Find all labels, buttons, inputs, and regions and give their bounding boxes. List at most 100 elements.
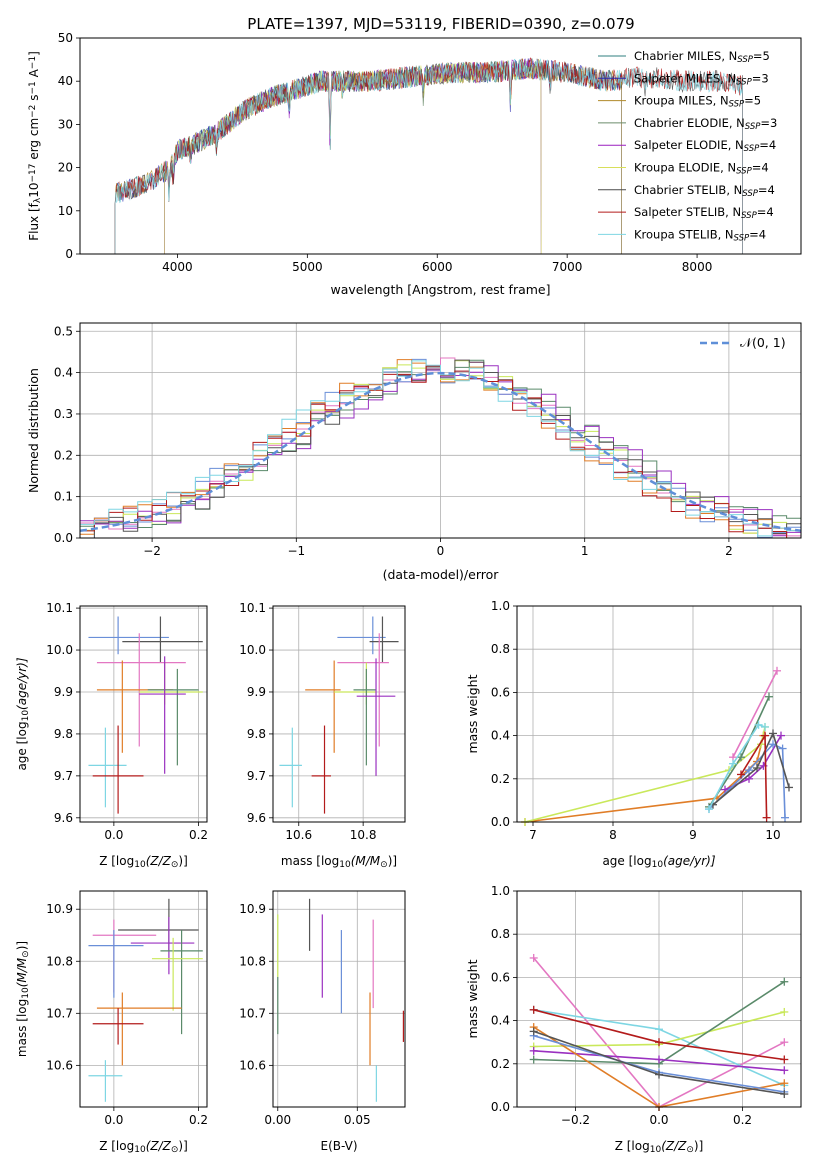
mw_vs_age-xlabel-part: age [log bbox=[602, 854, 651, 868]
y-tick-label: 0.0 bbox=[491, 1100, 510, 1114]
y-tick-label: 0.5 bbox=[54, 324, 73, 338]
mass_vs_EBV-axes: 0.00 0.05 10.6 10.7 10.8 10.9 bbox=[239, 890, 406, 1127]
spectrum-ylabel-part: λ bbox=[33, 197, 43, 203]
mw_vs_Z-axes: −0.2 0.0 0.2 0.0 0.2 0.4 0.6 0.8 1.0 bbox=[491, 884, 802, 1127]
legend-entry-part: Kroupa STELIB, N bbox=[634, 227, 734, 241]
y-tick-label: 1.0 bbox=[491, 599, 510, 613]
mw_vs_age-xlabel-part: 10 bbox=[652, 860, 664, 870]
y-tick-label: 9.6 bbox=[54, 811, 73, 825]
series-line bbox=[732, 670, 778, 758]
y-tick-label: 0.1 bbox=[54, 490, 73, 504]
y-tick-label: 0.0 bbox=[54, 531, 73, 545]
x-tick-label: −1 bbox=[287, 544, 305, 558]
mw_vs_Z-xlabel: Z [log10(Z/Z⊙)] bbox=[615, 1139, 704, 1155]
x-tick-label: 8000 bbox=[682, 260, 713, 274]
mass_vs_Z-xlabel-part: Z [log bbox=[99, 1139, 134, 1153]
data-point bbox=[305, 660, 341, 753]
data-point bbox=[311, 725, 331, 814]
series-marker bbox=[745, 766, 753, 775]
mass_vs_Z-xlabel-part: (Z/Z bbox=[146, 1139, 172, 1153]
series-marker bbox=[729, 759, 737, 768]
y-tick-label: 9.9 bbox=[247, 685, 266, 699]
series-marker bbox=[655, 1025, 663, 1034]
x-tick-label: 0.2 bbox=[189, 1113, 208, 1127]
age_vs_Z-xlabel-part: )] bbox=[178, 854, 187, 868]
age_vs_mass-points bbox=[279, 616, 399, 814]
y-tick-label: 0.2 bbox=[54, 448, 73, 462]
mw_vs_Z-xlabel-part: 10 bbox=[650, 1145, 662, 1155]
data-point bbox=[88, 930, 144, 998]
age_vs_Z-ylabel-part: (age/yr)] bbox=[15, 657, 29, 710]
series-marker bbox=[721, 785, 729, 794]
data-point bbox=[369, 616, 399, 663]
legend-entry-part: =3 bbox=[760, 116, 777, 130]
legend-entry-part: =4 bbox=[749, 227, 766, 241]
mass_vs_Z-grid bbox=[80, 891, 207, 1107]
series-marker bbox=[754, 720, 763, 729]
x-tick-label: 0.05 bbox=[344, 1113, 371, 1127]
spectrum-ticks: 4000 5000 6000 7000 8000 0 10 20 30 40 50 bbox=[58, 31, 713, 274]
y-tick-label: 0 bbox=[65, 247, 73, 261]
legend-entry-part: Salpeter MILES, N bbox=[634, 71, 736, 85]
mass_vs_EBV-points bbox=[277, 898, 405, 1102]
mass_vs_Z-frame bbox=[79, 890, 208, 1108]
age_vs_Z-ylabel-part: age [log bbox=[15, 721, 29, 770]
spectrum-ylabel-part: −1 bbox=[28, 56, 38, 69]
y-tick-label: 9.7 bbox=[54, 769, 73, 783]
age_vs_Z-points bbox=[88, 616, 203, 814]
plots-layer: 4000 5000 6000 7000 800001020304050Chabrier … bbox=[15, 31, 802, 1155]
legend-entry-part: Chabrier STELIB, N bbox=[634, 183, 742, 197]
mw_vs_Z-xlabel-part: Z [log bbox=[615, 1139, 650, 1153]
legend-entry-part: SSP bbox=[737, 55, 753, 65]
y-tick-label: 10.1 bbox=[239, 601, 266, 615]
mw_vs_Z-xlabel-part: (Z/Z bbox=[661, 1139, 687, 1153]
mass_vs_Z-points bbox=[88, 898, 203, 1102]
series-marker bbox=[753, 764, 761, 772]
y-tick-label: 0.6 bbox=[491, 685, 510, 699]
histogram-step bbox=[80, 360, 801, 538]
y-tick-label: 9.8 bbox=[247, 727, 266, 741]
x-tick-label: 10.6 bbox=[285, 828, 312, 842]
legend-entry-part: Kroupa ELODIE, N bbox=[634, 161, 736, 175]
y-tick-label: 10.7 bbox=[239, 1006, 266, 1020]
data-point bbox=[88, 1060, 123, 1102]
mass_vs_Z-xlabel-part: ⊙ bbox=[171, 1145, 179, 1155]
mw_vs_Z-ticks: −0.2 0.0 0.2 0.0 0.2 0.4 0.6 0.8 1.0 bbox=[491, 884, 752, 1127]
mass_vs_Z-xlabel: Z [log10(Z/Z⊙)] bbox=[99, 1139, 188, 1155]
x-tick-label: 0.0 bbox=[649, 1113, 668, 1127]
data-point bbox=[334, 662, 377, 705]
y-tick-label: 50 bbox=[58, 31, 73, 45]
y-tick-label: 10.0 bbox=[239, 643, 266, 657]
y-tick-label: 10.7 bbox=[46, 1006, 73, 1020]
series-marker bbox=[655, 1038, 663, 1047]
series-line bbox=[708, 723, 766, 810]
x-tick-label: 5000 bbox=[292, 260, 323, 274]
x-tick-label: 6000 bbox=[422, 260, 453, 274]
age_vs_mass-ticks: 10.6 10.8 9.6 9.7 9.8 9.9 10.0 10.1 bbox=[239, 601, 376, 842]
legend-entry: Kroupa STELIB, NSSP=4 bbox=[634, 227, 766, 243]
series-marker bbox=[761, 722, 769, 731]
age_vs_Z-axes: 0.0 0.2 9.6 9.7 9.8 9.9 10.0 10.1 bbox=[46, 601, 208, 842]
x-tick-label: 1 bbox=[581, 544, 589, 558]
data-point bbox=[337, 616, 386, 655]
series-marker bbox=[780, 1079, 789, 1088]
mw_vs_age-xlabel-part: (age/yr)] bbox=[663, 854, 716, 868]
age_vs_mass-xlabel-part: ⊙ bbox=[380, 860, 388, 870]
y-tick-label: 10.6 bbox=[239, 1058, 266, 1072]
age_vs_mass-grid bbox=[273, 606, 405, 822]
spectrum-ylabel-part: −17 bbox=[28, 164, 38, 183]
series-marker bbox=[785, 783, 793, 792]
y-tick-label: 0.6 bbox=[491, 970, 510, 984]
age_vs_mass-xlabel-part: )] bbox=[388, 854, 397, 868]
data-point bbox=[122, 616, 203, 663]
mw_vs_age-grid bbox=[517, 605, 801, 823]
residuals-axes: −2 −1 0 1 2 0.0 0.1 0.2 0.3 0.4 0.5 𝒩(0, 1) bbox=[54, 322, 802, 558]
age_vs_Z-xlabel: Z [log10(Z/Z⊙)] bbox=[99, 854, 188, 870]
legend-entry: 𝒩(0, 1) bbox=[740, 335, 786, 350]
mass_vs_Z-ylabel-part: ⊙ bbox=[21, 950, 31, 958]
figure-title: PLATE=1397, MJD=53119, FIBERID=0390, z=0… bbox=[247, 15, 634, 33]
age_vs_Z-grid bbox=[80, 606, 207, 822]
legend-entry-part: SSP bbox=[745, 122, 761, 132]
data-point bbox=[96, 992, 182, 1066]
legend-entry-part: SSP bbox=[736, 167, 752, 177]
